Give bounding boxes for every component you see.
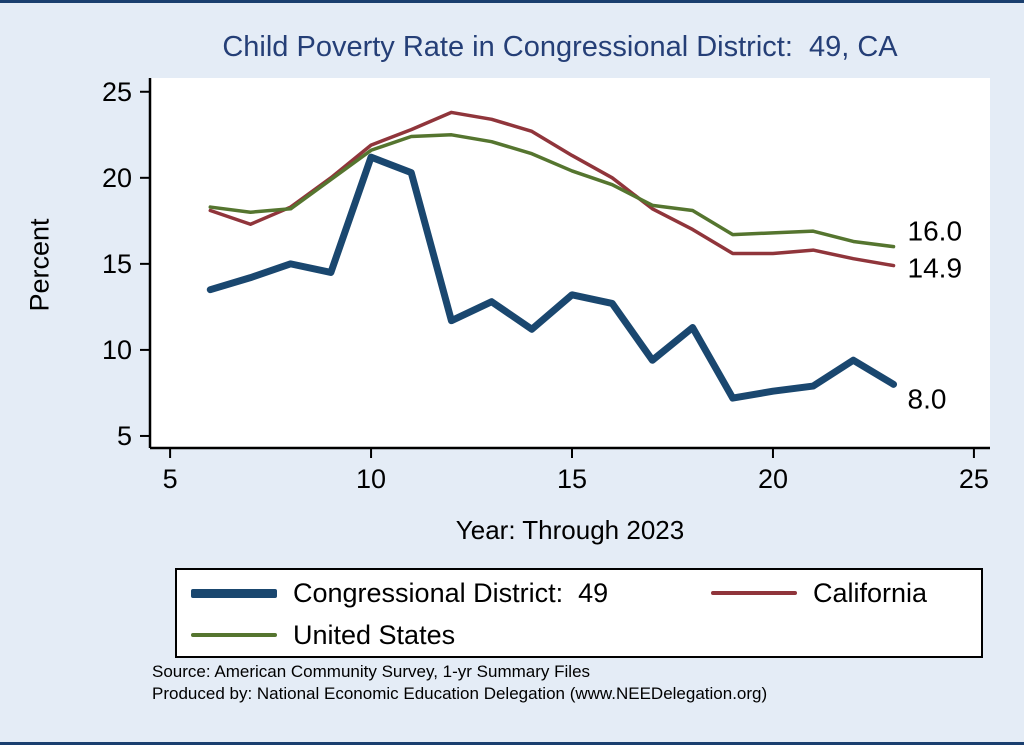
y-axis-tick-label: 25	[102, 77, 132, 107]
legend-label-congressional-district: Congressional District: 49	[293, 577, 609, 608]
plot-area: 5 10 15 20 25 5 10 15 20 25 16.0 14.9 8.0	[102, 77, 990, 494]
legend-label-united-states: United States	[293, 619, 456, 650]
x-axis-title: Year: Through 2023	[455, 515, 685, 545]
source-line: Source: American Community Survey, 1-yr …	[152, 662, 591, 681]
legend-entry-united-states: United States	[191, 620, 711, 651]
y-axis-tick-label: 20	[102, 163, 132, 193]
series-line-congressional-district-49	[206, 153, 898, 402]
legend-label-california: California	[813, 577, 928, 608]
series-line-california	[208, 110, 896, 268]
end-value-label: 14.9	[908, 253, 963, 284]
source-note: Source: American Community Survey, 1-yr …	[152, 661, 767, 705]
legend-swatch-congressional-district	[191, 588, 277, 598]
y-axis-tick-label: 5	[117, 421, 132, 451]
legend-swatch-united-states	[191, 633, 277, 637]
x-axis-tick-label: 25	[959, 464, 989, 494]
end-value-label: 8.0	[908, 383, 947, 414]
legend-entry-california: California	[711, 578, 981, 609]
x-axis-tick-label: 10	[356, 464, 386, 494]
x-axis-tick-label: 20	[758, 464, 788, 494]
legend-swatch-california	[711, 591, 797, 595]
legend: Congressional District: 49 California Un…	[175, 568, 983, 658]
end-value-label: 16.0	[908, 216, 963, 247]
y-axis-tick-label: 15	[102, 249, 132, 279]
x-axis-tick-label: 5	[163, 464, 178, 494]
series-line-united-states	[208, 133, 896, 249]
y-axis-title: Percent	[24, 218, 55, 312]
chart-title: Child Poverty Rate in Congressional Dist…	[222, 31, 898, 63]
line-chart-svg: 5 10 15 20 25 5 10 15 20 25 16.0 14.9 8.0	[102, 77, 990, 494]
legend-entry-congressional-district: Congressional District: 49	[191, 578, 711, 609]
y-axis-tick-label: 10	[102, 335, 132, 365]
x-axis-tick-label: 15	[557, 464, 587, 494]
produced-by-line: Produced by: National Economic Education…	[152, 684, 768, 703]
